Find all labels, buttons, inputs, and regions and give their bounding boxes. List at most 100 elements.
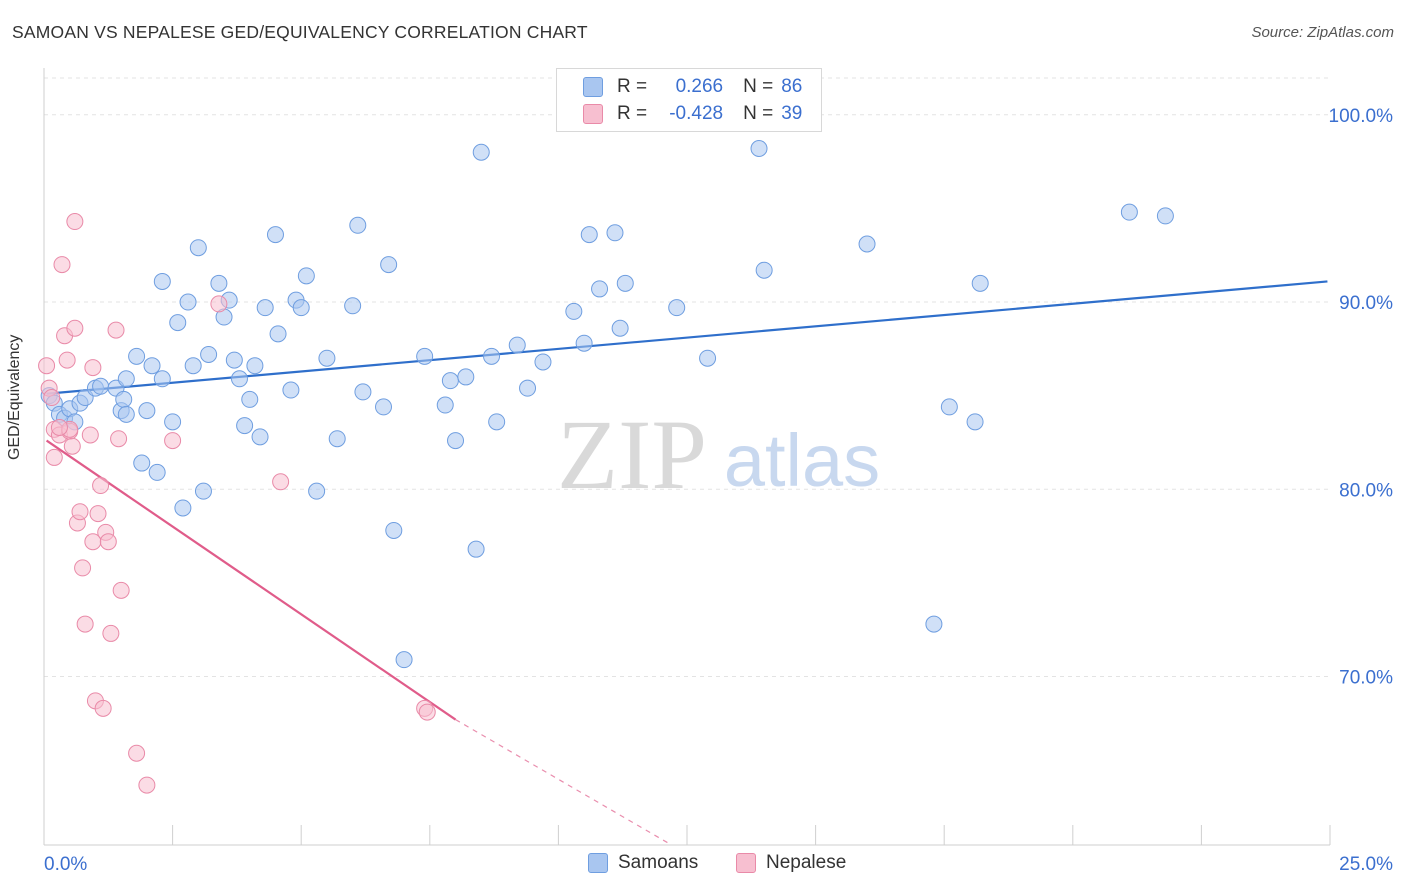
samoans-point [436, 396, 454, 414]
nepalese-point [89, 505, 107, 523]
samoans-point [380, 256, 398, 274]
nepalese-point [112, 581, 130, 599]
samoans-point [92, 377, 110, 395]
nepalese-point [45, 448, 63, 466]
samoans-point [416, 347, 434, 365]
nepalese-point [50, 418, 68, 436]
legend-item-nepalese: Nepalese [736, 852, 846, 874]
nepalese-point [272, 473, 290, 491]
nepalese-point [66, 319, 84, 337]
samoans-point [925, 615, 943, 633]
samoans-point [966, 413, 984, 431]
samoans-point [292, 299, 310, 317]
watermark-zip: ZIP [557, 399, 707, 510]
r-label: R = [617, 103, 648, 124]
nepalese-legend-swatch [736, 853, 756, 873]
legend-row-nepalese: R = -0.428 N = 39 [583, 102, 802, 126]
samoans-point [447, 432, 465, 450]
data-points [38, 140, 1174, 794]
samoans-point [169, 314, 187, 332]
samoans-point [115, 390, 133, 408]
r-value: -0.428 [669, 103, 724, 124]
samoans-point [616, 274, 634, 292]
samoans-point [858, 235, 876, 253]
samoans-swatch [583, 77, 603, 97]
nepalese-point [99, 533, 117, 551]
samoans-points [40, 140, 1174, 669]
nepalese-swatch [583, 104, 603, 124]
samoans-legend-swatch [588, 853, 608, 873]
chart-title: SAMOAN VS NEPALESE GED/EQUIVALENCY CORRE… [12, 22, 588, 42]
samoans-point [117, 405, 135, 423]
axes [43, 68, 1331, 846]
samoans-point [385, 521, 403, 539]
samoans-point [128, 347, 146, 365]
samoans-point [153, 272, 171, 290]
nepalese-points [38, 213, 436, 794]
samoans-point [940, 398, 958, 416]
samoans-point [375, 398, 393, 416]
source-credit: Source: ZipAtlas.com [1251, 24, 1394, 41]
samoans-point [750, 140, 768, 158]
nepalese-point [138, 776, 156, 794]
nepalese-point [63, 437, 81, 455]
samoans-point [1120, 203, 1138, 221]
nepalese-point [102, 624, 120, 642]
y-tick-label: 80.0% [1339, 480, 1393, 501]
samoans-point [606, 224, 624, 242]
samoans-point [591, 280, 609, 298]
samoans-point [297, 267, 315, 285]
samoans-point [153, 370, 171, 388]
samoans-point [668, 299, 686, 317]
samoans-point [174, 499, 192, 517]
n-value: 86 [781, 76, 803, 97]
trend-lines [45, 280, 1328, 846]
nepalese-point [43, 389, 61, 407]
samoans-point [133, 454, 151, 472]
samoans-point [143, 357, 161, 375]
samoans-point [611, 319, 629, 337]
samoans-point [1156, 207, 1174, 225]
nepalese-trend-line [45, 439, 457, 721]
nepalese-point [418, 703, 436, 721]
nepalese-point [107, 321, 125, 339]
nepalese-point [66, 213, 84, 231]
r-label: R = [617, 76, 648, 97]
samoans-trend-line [46, 280, 1328, 395]
n-value: 39 [781, 103, 803, 124]
samoans-point [457, 368, 475, 386]
nepalese-point [94, 699, 112, 717]
samoans-point [194, 482, 212, 500]
samoans-point [354, 383, 372, 401]
nepalese-point [38, 357, 56, 375]
samoans-point [349, 216, 367, 234]
samoans-point [282, 381, 300, 399]
samoans-point [580, 226, 598, 244]
nepalese-point [210, 295, 228, 313]
watermark-atlas: atlas [724, 419, 880, 502]
y-tick-label: 70.0% [1339, 667, 1393, 688]
r-value: 0.266 [675, 76, 724, 97]
samoans-point [534, 353, 552, 371]
n-label: N = [743, 103, 774, 124]
nepalese-point [128, 744, 146, 762]
samoans-point [488, 413, 506, 431]
x-tick-label: 25.0% [1339, 854, 1393, 875]
stats-legend: R = 0.266 N = 86 R = -0.428 N = 39 [556, 68, 822, 132]
samoans-point [472, 143, 490, 161]
samoans-point [117, 370, 135, 388]
nepalese-point [84, 359, 102, 377]
samoans-point [210, 274, 228, 292]
samoans-point [246, 357, 264, 375]
samoans-point [971, 274, 989, 292]
samoans-point [236, 417, 254, 435]
samoans-point [184, 357, 202, 375]
samoans-point [699, 349, 717, 367]
samoans-point [318, 349, 336, 367]
legend-row-samoans: R = 0.266 N = 86 [583, 75, 802, 99]
samoans-point [241, 390, 259, 408]
y-tick-label: 100.0% [1329, 106, 1394, 127]
samoans-point [200, 345, 218, 363]
nepalese-point [110, 430, 128, 448]
